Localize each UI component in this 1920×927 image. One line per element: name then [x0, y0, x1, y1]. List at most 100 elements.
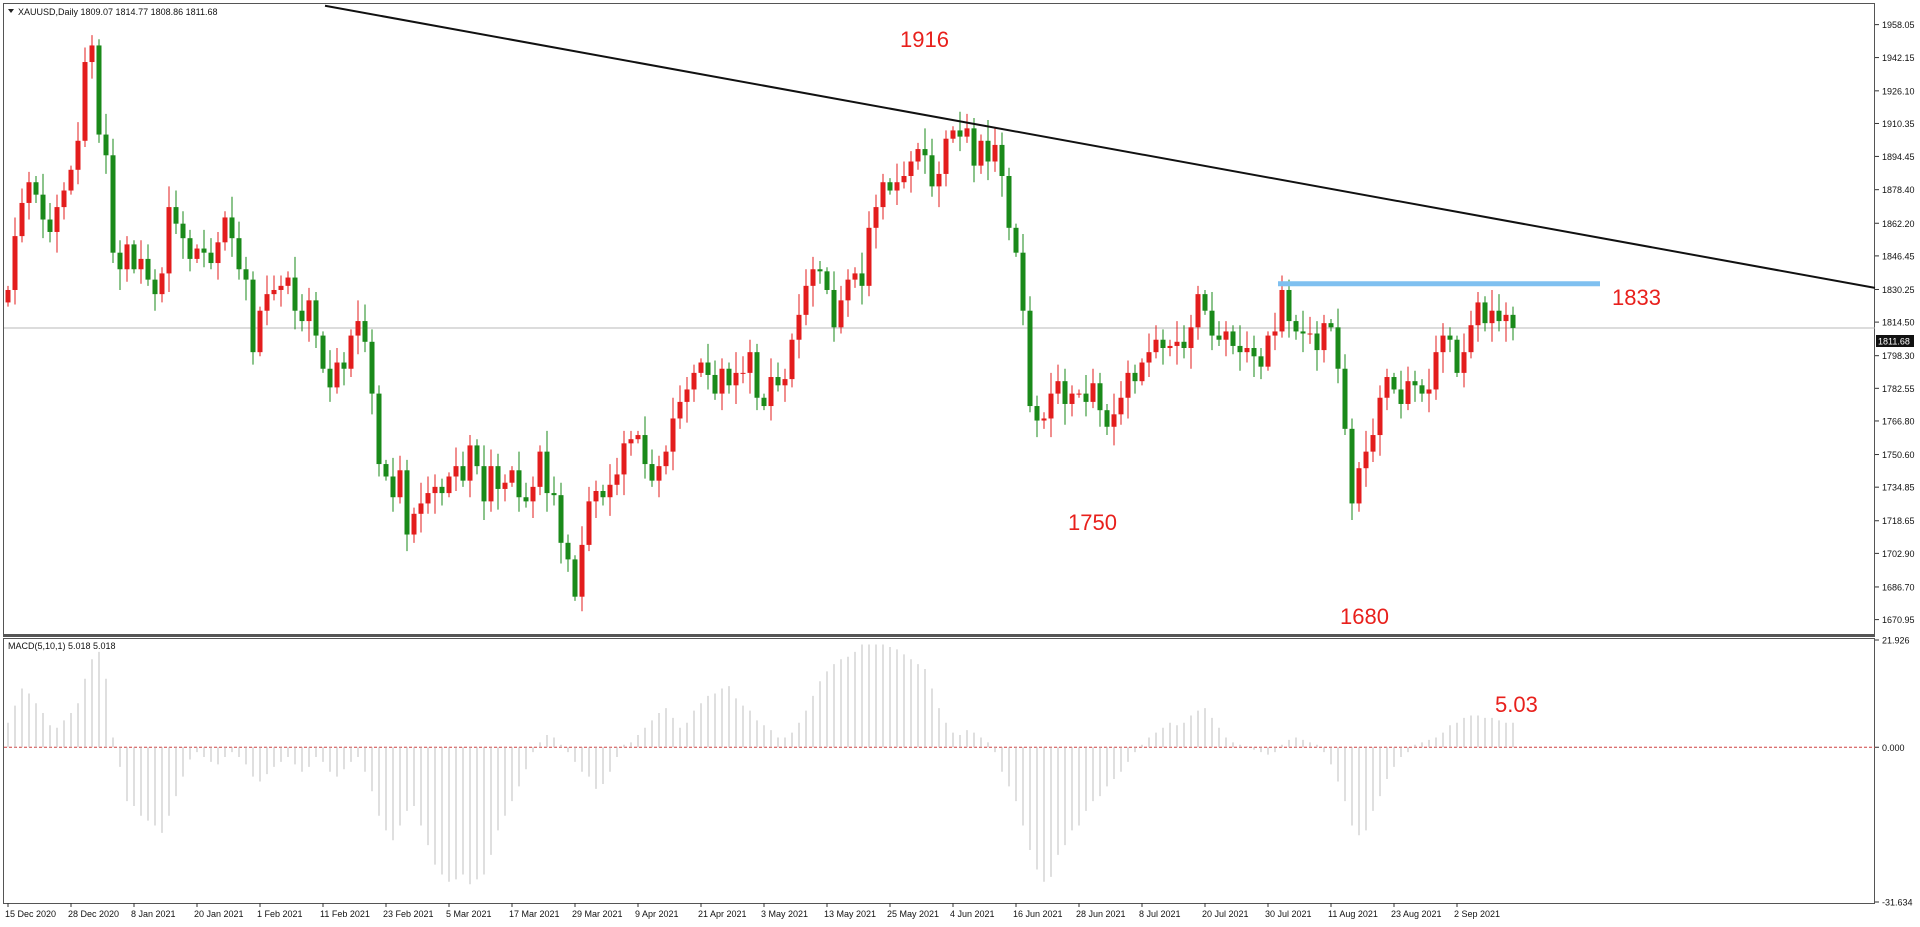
menu-triangle-icon[interactable]	[8, 9, 14, 13]
candle-body	[1468, 325, 1474, 353]
candle-body	[159, 273, 165, 295]
candle-body	[579, 544, 585, 597]
candle-body	[1349, 428, 1355, 504]
candle-body	[691, 372, 697, 390]
candle-body	[236, 238, 242, 270]
candle-body	[166, 207, 172, 274]
x-tick-label: 20 Jan 2021	[194, 909, 244, 919]
candle-body	[1482, 302, 1488, 324]
candle-body	[789, 339, 795, 380]
candle-body	[390, 476, 396, 498]
candle-body	[348, 335, 354, 369]
candle-body	[1216, 335, 1222, 340]
y-tick-label: 1926.10	[1882, 86, 1915, 96]
candle-body	[1181, 341, 1187, 349]
candle-body	[1132, 372, 1138, 382]
candle-body	[1475, 302, 1481, 326]
candle-body	[894, 182, 900, 191]
x-tick-label: 21 Apr 2021	[698, 909, 747, 919]
candle-body	[61, 190, 67, 208]
candle-body	[1202, 294, 1208, 311]
candle-body	[1139, 362, 1145, 382]
candle-body	[1251, 348, 1257, 357]
candle-body	[1167, 345, 1173, 349]
axes: 1958.05 1942.15 1926.10 1910.35 1894.45 1878.…	[5, 20, 1915, 919]
candle-body	[411, 513, 417, 535]
candle-body	[1342, 368, 1348, 429]
candle-body	[1405, 381, 1411, 404]
x-tick-label: 9 Apr 2021	[635, 909, 679, 919]
macd-title: MACD(5,10,1) 5.018 5.018	[8, 641, 116, 651]
x-tick-label: 23 Aug 2021	[1391, 909, 1442, 919]
candle-body	[488, 466, 494, 502]
y-tick-label: 1862.20	[1882, 219, 1915, 229]
candle-body	[26, 182, 32, 203]
candle-body	[124, 244, 130, 270]
candle-body	[838, 300, 844, 328]
candle-body	[1328, 323, 1334, 328]
candle-body	[754, 352, 760, 398]
x-tick-label: 16 Jun 2021	[1013, 909, 1063, 919]
candle-body	[607, 484, 613, 498]
candle-body	[1391, 377, 1397, 390]
candle-body	[1013, 227, 1019, 253]
candle-body	[901, 176, 907, 183]
candle-body	[705, 362, 711, 375]
candle-body	[530, 486, 536, 502]
candle-body	[1426, 389, 1432, 394]
candle-body	[831, 289, 837, 328]
candle-body	[1461, 352, 1467, 373]
candle-body	[957, 130, 963, 137]
candle-body	[481, 466, 487, 502]
y-tick-label: 1830.25	[1882, 285, 1915, 295]
candle-body	[516, 470, 522, 498]
candle-body	[999, 144, 1005, 177]
candle-body	[103, 134, 109, 156]
candle-body	[509, 470, 515, 483]
candle-body	[1377, 397, 1383, 436]
candle-body	[1125, 372, 1131, 398]
candle-body	[306, 300, 312, 322]
candle-body	[796, 314, 802, 340]
annotation-1680: 1680	[1340, 604, 1389, 629]
candle-body	[278, 285, 284, 290]
candle-body	[362, 321, 368, 342]
candle-body	[1286, 289, 1292, 322]
candle-body	[439, 486, 445, 494]
x-tick-label: 23 Feb 2021	[383, 909, 434, 919]
x-tick-label: 30 Jul 2021	[1265, 909, 1312, 919]
candle-body	[369, 341, 375, 394]
candle-body	[782, 379, 788, 386]
candle-body	[761, 397, 767, 407]
price-tag: 1811.68	[1878, 337, 1910, 347]
candle-body	[82, 62, 88, 141]
candle-body	[803, 285, 809, 315]
candle-body	[544, 451, 550, 494]
candle-body	[131, 244, 137, 270]
macd-tick-label: 0.000	[1882, 743, 1905, 753]
annotation-1833: 1833	[1612, 285, 1661, 310]
candle-body	[264, 294, 270, 311]
candle-body	[1006, 176, 1012, 228]
descending-trendline	[324, 4, 1876, 289]
candle-body	[12, 236, 18, 290]
candle-body	[684, 389, 690, 402]
candle-body	[453, 466, 459, 477]
candle-body	[1090, 383, 1096, 402]
symbol-line: XAUUSD,Daily 1809.07 1814.77 1808.86 181…	[18, 7, 217, 17]
candle-body	[1363, 451, 1369, 469]
candle-body	[1020, 252, 1026, 311]
candle-body	[1034, 406, 1040, 421]
y-tick-label: 1750.60	[1882, 450, 1915, 460]
x-tick-label: 13 May 2021	[824, 909, 876, 919]
candle-body	[1307, 333, 1313, 335]
candle-body	[1272, 331, 1278, 336]
candle-body	[208, 252, 214, 264]
annotation-1750: 1750	[1068, 510, 1117, 535]
candle-body	[1104, 410, 1110, 427]
candle-body	[1419, 385, 1425, 394]
candle-body	[656, 466, 662, 481]
macd-panel-frame	[3, 638, 1875, 904]
candle-body	[152, 279, 158, 295]
